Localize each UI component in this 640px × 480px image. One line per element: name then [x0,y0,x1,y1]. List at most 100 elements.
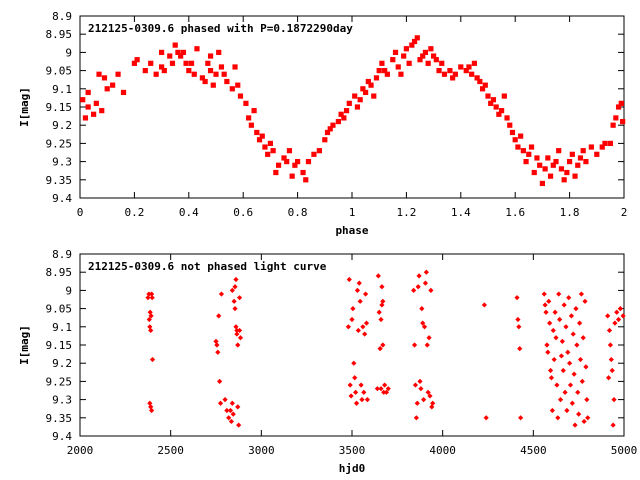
data-point [353,400,360,406]
data-point [345,324,351,330]
data-point [488,100,494,106]
data-point [335,118,341,125]
data-point [379,302,385,308]
data-points [80,35,626,187]
data-point [360,324,366,330]
data-point [610,122,616,128]
y-tick-label: 9.15 [46,101,73,114]
data-point [514,295,520,301]
x-tick-label: 0.4 [179,206,199,219]
data-point [356,280,362,286]
data-point [534,155,540,161]
data-point [358,382,364,388]
data-point [528,144,535,150]
y-tick-label: 9 [65,46,72,59]
data-point [149,407,155,414]
data-point [576,320,583,326]
x-tick-label: 2 [621,206,628,219]
data-point [615,104,622,110]
data-point [581,418,587,425]
data-point [91,111,97,117]
data-point [416,273,422,279]
data-point [565,349,571,355]
x-tick-label: 0.8 [288,206,308,219]
data-point [558,353,565,359]
data-point [229,86,235,92]
data-point [378,386,384,392]
y-tick-label: 9.05 [46,65,73,78]
data-points [145,269,626,428]
data-point [617,306,623,312]
data-point [414,400,420,406]
data-point [149,291,155,297]
data-point [433,57,439,63]
data-point [403,46,409,52]
data-point [357,97,363,103]
data-point [553,335,559,341]
data-point [382,68,388,74]
data-point [615,316,622,323]
data-point [353,389,359,395]
data-point [330,122,336,128]
data-point [134,57,140,63]
data-point [490,97,497,103]
data-point [146,291,152,297]
data-point [347,382,353,388]
data-point [147,400,153,406]
data-point [368,82,374,88]
data-point [327,126,333,132]
data-point [188,60,195,66]
data-point [355,327,361,334]
data-point [516,324,522,330]
data-point [149,295,155,301]
data-point [383,389,390,395]
data-point [205,60,211,66]
data-point [381,389,387,395]
data-point [563,324,569,330]
data-point [398,71,404,77]
data-point [526,151,532,157]
chart-title: 212125-0309.6 not phased light curve [88,260,327,273]
x-tick-label: 1 [349,206,356,219]
data-point [426,335,432,341]
data-point [545,349,551,355]
data-point [101,75,108,81]
data-point [571,371,577,377]
data-point [577,155,584,161]
data-point [422,280,429,286]
data-point [216,313,222,319]
data-point [251,108,257,114]
data-point [275,162,282,168]
data-point [341,115,347,121]
data-point [553,159,559,165]
data-point [471,60,477,66]
data-point [541,291,547,297]
data-point [183,60,189,66]
data-point [207,68,214,74]
data-point [569,400,575,406]
data-point [576,411,582,417]
data-point [613,115,619,121]
y-tick-label: 9.2 [52,119,72,132]
data-point [551,356,557,363]
data-point [85,89,91,96]
chart-title: 212125-0309.6 phased with P=0.1872290day [88,22,353,35]
data-point [575,162,581,168]
data-point [224,407,230,414]
data-point [543,309,549,315]
data-point [324,129,331,136]
data-point [493,104,499,110]
phased-light-curve-panel: 8.9 8.95 9 9.05 9.1 9.15 9.2 9.25 9.3 9.35 9.4 0 0.… [18,10,627,237]
data-point [362,331,368,337]
data-point [273,169,279,176]
data-point [284,159,290,165]
y-axis-label: I[mag] [18,325,31,365]
y-tick-label: 9 [65,284,72,297]
data-point [363,291,369,297]
data-point [149,356,156,363]
data-point [550,162,556,168]
data-point [375,273,381,279]
data-point [556,291,562,297]
data-point [518,133,524,139]
y-tick-label: 9.3 [52,156,72,169]
